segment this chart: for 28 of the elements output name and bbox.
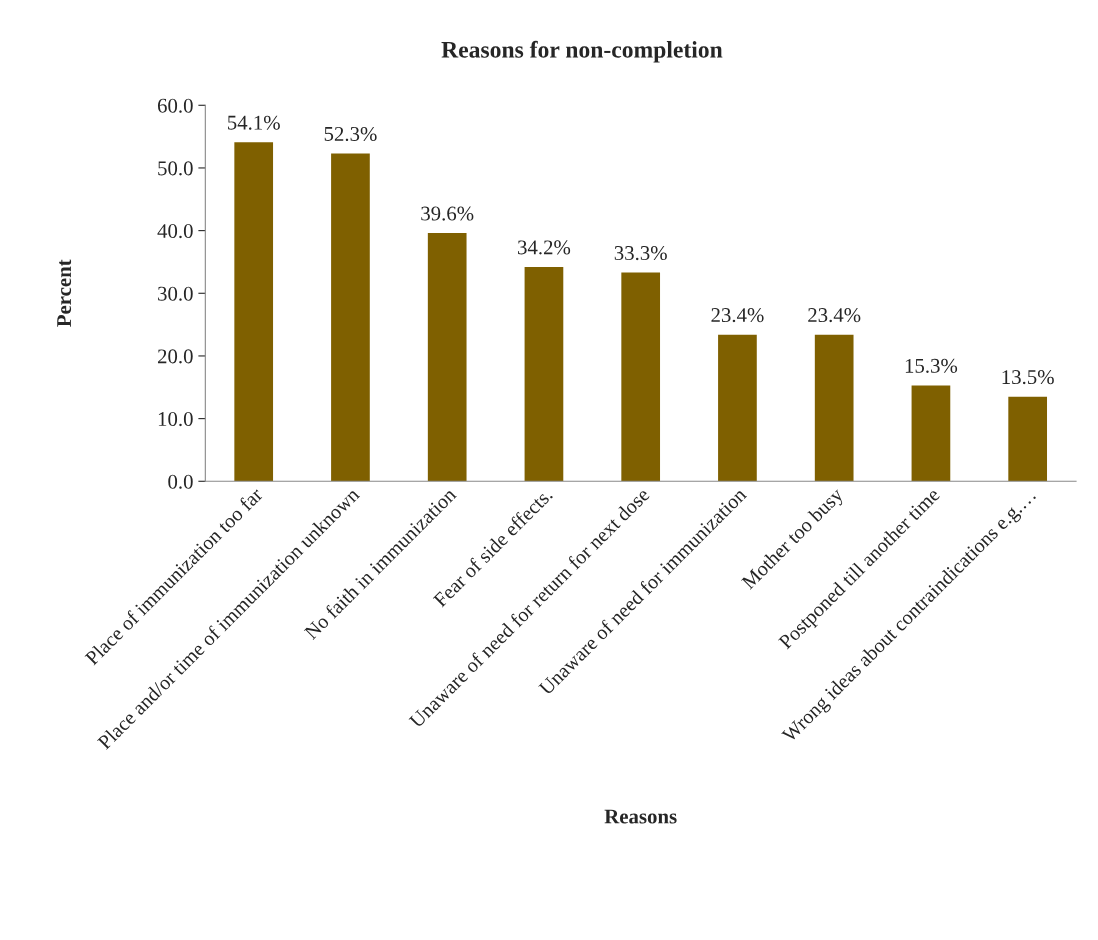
bar xyxy=(718,334,757,482)
bar xyxy=(814,334,854,482)
data-label: 13.5% xyxy=(1002,370,1054,385)
y-tick-label: 30.0 xyxy=(158,286,193,301)
data-label: 15.3% xyxy=(905,358,958,373)
data-label: 33.3% xyxy=(614,245,667,261)
y-tick-label: 40.0 xyxy=(157,223,193,239)
bar xyxy=(1008,396,1048,482)
y-tick-label: 0.0 xyxy=(168,474,193,489)
y-tick-label: 60.0 xyxy=(157,98,193,113)
y-tick-label: 50.0 xyxy=(158,161,193,176)
y-tick-label: 20.0 xyxy=(157,349,193,364)
data-label: 52.3% xyxy=(324,126,377,142)
data-label: 34.2% xyxy=(518,240,571,255)
data-label: 39.6% xyxy=(421,206,474,221)
bar xyxy=(524,266,564,482)
bar xyxy=(427,233,467,482)
y-axis-title: Percent xyxy=(57,259,72,327)
bar xyxy=(234,142,274,482)
bar xyxy=(911,385,951,482)
chart-title: Reasons for non-completion xyxy=(441,40,723,63)
x-axis-title: Reasons xyxy=(604,809,677,824)
data-label: 23.4% xyxy=(711,308,764,323)
y-tick-label: 10.0 xyxy=(158,411,193,427)
bar xyxy=(621,272,661,482)
data-label: 23.4% xyxy=(808,308,861,323)
data-label: 54.1% xyxy=(228,115,280,130)
bar xyxy=(331,153,370,482)
